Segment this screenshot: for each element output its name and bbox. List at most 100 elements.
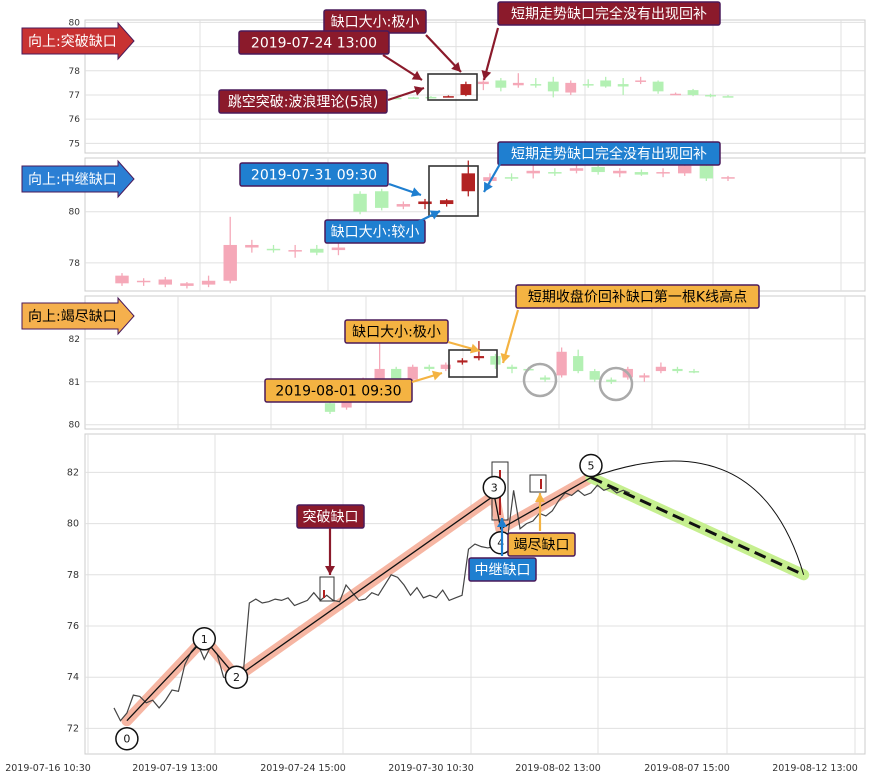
label-fill-exhaustion-box (515, 284, 760, 309)
ytick-label-1-0: 78 (69, 259, 81, 269)
candle-body-0-14 (635, 80, 647, 82)
candle-body-1-22 (591, 166, 605, 173)
candle-body-1-25 (656, 172, 670, 174)
overview-ytick-2: 76 (67, 621, 79, 632)
candle-body-2-19 (639, 375, 650, 378)
panel-frame-1 (84, 157, 866, 292)
overview-arrow-runaway (497, 518, 507, 527)
overview-label-exhaustion-box (507, 532, 576, 557)
candle-body-1-10 (331, 247, 346, 251)
candle-body-2-10 (490, 356, 501, 365)
tag-breakaway: 向上:突破缺口 (28, 34, 117, 50)
wave-point-0 (115, 726, 139, 751)
candle-body-2-16 (589, 371, 600, 380)
label-wave-breakaway: 跳空突破:波浪理论(5浪) (228, 95, 379, 111)
gap-box-runaway (428, 165, 479, 217)
candle-body-0-12 (600, 80, 612, 87)
arrow-date-breakaway (411, 70, 422, 80)
wave-point-2 (224, 665, 249, 689)
candle-body-0-9 (547, 81, 559, 92)
candle-body-0-18 (705, 94, 716, 97)
candle-body-2-20 (655, 366, 667, 372)
xtick-label-3: 2019-07-30 10:30 (388, 763, 474, 774)
wave-point-label-3: 3 (491, 481, 498, 494)
candle-body-1-24 (634, 172, 649, 175)
arrow-fill-exhaustion (500, 352, 511, 363)
overview-label-runaway: 中继缺口 (475, 563, 531, 579)
candle-body-1-28 (721, 177, 735, 179)
label-gap-size-breakaway: 缺口大小:极小 (331, 15, 420, 31)
ytick-label-2-0: 80 (69, 421, 81, 431)
overview-gap-box-breakaway (319, 576, 335, 602)
candle-body-1-14 (418, 201, 432, 205)
arrow-size-runaway (429, 210, 440, 220)
candle-body-2-21 (672, 368, 683, 372)
label-date-exhaustion: 2019-08-01 09:30 (275, 384, 401, 400)
arrow-nofill-runaway (484, 181, 493, 192)
candle-body-1-27 (699, 165, 714, 179)
xtick-label-1: 2019-07-19 13:00 (132, 763, 218, 774)
candle-body-2-1 (341, 401, 352, 408)
xtick-label-5: 2019-08-07 15:00 (644, 763, 730, 774)
circle-marker-1 (522, 362, 558, 398)
candle-body-1-20 (548, 172, 562, 174)
circle-marker-2 (598, 366, 634, 402)
ytick-label-0-5: 80 (69, 18, 81, 28)
wave-point-5 (579, 453, 603, 478)
wave-point-label-4: 4 (497, 537, 504, 550)
candle-body-1-2 (158, 279, 172, 285)
label-date-breakaway: 2019-07-24 13:00 (251, 36, 377, 52)
candle-body-1-13 (396, 204, 411, 207)
candle-body-2-0 (324, 403, 336, 412)
overview-gap-box-exhaustion (529, 474, 547, 493)
candle-body-2-6 (424, 366, 435, 369)
candle-body-2-22 (688, 371, 700, 373)
candle-body-0-17 (687, 90, 699, 95)
candle-body-0-6 (495, 80, 507, 88)
overview-arrow-exhaustion (535, 493, 545, 502)
candle-body-0-0 (390, 97, 402, 100)
candle-body-1-9 (310, 248, 324, 253)
candle-body-1-6 (245, 244, 259, 248)
candle-body-1-11 (353, 193, 367, 212)
arrow-fill-exhaustion-shaft (501, 309, 520, 364)
candle-body-1-26 (678, 165, 692, 174)
candle-body-1-5 (223, 244, 237, 281)
candle-body-1-7 (266, 248, 281, 251)
candle-body-2-9 (473, 356, 485, 359)
candle-body-2-3 (374, 368, 385, 382)
xtick-label-2: 2019-07-24 15:00 (260, 763, 346, 774)
ytick-label-1-1: 80 (69, 208, 81, 218)
wave-point-1 (192, 627, 216, 651)
arrow-size-breakaway (451, 62, 461, 72)
xtick-label-6: 2019-08-12 13:00 (772, 763, 858, 774)
candle-body-1-0 (115, 275, 129, 284)
candle-body-0-8 (530, 84, 542, 86)
ytick-label-0-0: 75 (69, 139, 80, 149)
candle-body-2-17 (606, 379, 617, 382)
label-fill-exhaustion: 短期收盘价回补缺口第一根K线高点 (528, 289, 747, 306)
ytick-label-0-2: 77 (69, 91, 80, 101)
ytick-label-2-2: 82 (69, 335, 80, 345)
wave-point-label-0: 0 (123, 733, 130, 746)
label-wave-breakaway-box (218, 89, 388, 114)
overview-label-exhaustion: 竭尽缺口 (514, 538, 570, 554)
arrow-nofill-breakaway (481, 70, 492, 80)
candle-body-0-11 (582, 84, 594, 86)
overview-ytick-1: 74 (67, 672, 79, 683)
candle-body-2-4 (391, 368, 402, 380)
tag-runaway: 向上:中继缺口 (28, 172, 117, 188)
tag-runaway-shape (21, 159, 135, 199)
candle-body-1-21 (569, 168, 584, 171)
wave-point-label-1: 1 (201, 633, 208, 646)
label-gap-size-exhaustion: 缺口大小:极小 (352, 325, 441, 341)
candle-body-2-5 (407, 366, 418, 380)
candle-body-0-2 (425, 96, 437, 99)
label-gap-size-runaway-box (324, 219, 426, 244)
overview-frame (84, 433, 866, 755)
candle-body-1-1 (136, 280, 151, 283)
candle-body-0-15 (652, 81, 664, 92)
arrow-size-exhaustion (469, 343, 480, 354)
